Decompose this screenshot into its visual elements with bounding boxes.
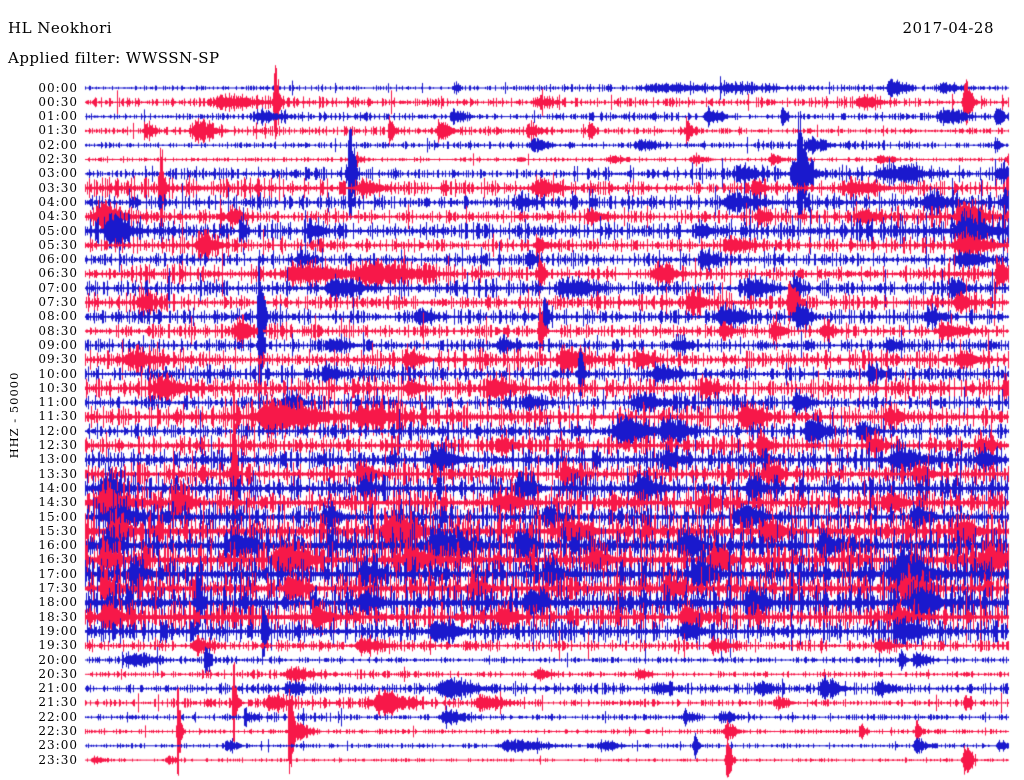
time-label: 15:30 (38, 523, 78, 538)
time-label: 19:30 (38, 638, 78, 653)
time-label: 21:00 (38, 681, 78, 696)
time-label: 08:30 (38, 323, 78, 338)
time-label: 03:00 (38, 166, 78, 181)
time-label: 05:00 (38, 223, 78, 238)
time-label: 02:30 (38, 152, 78, 166)
time-label: 07:00 (38, 280, 78, 295)
time-axis: 00:00 00:30 01:00 01:30 02:00 02:30 03:00 03:30… (0, 0, 79, 780)
time-label: 07:30 (38, 295, 78, 309)
time-label: 18:00 (38, 595, 78, 610)
time-label: 19:00 (38, 623, 78, 638)
time-label: 13:30 (38, 466, 78, 481)
time-label: 08:00 (38, 309, 78, 324)
time-label: 09:30 (38, 352, 78, 367)
time-label: 13:00 (38, 452, 78, 467)
time-label: 09:00 (38, 337, 78, 352)
time-label: 04:00 (38, 194, 78, 209)
time-label: 16:30 (38, 552, 78, 567)
time-label: 16:00 (38, 538, 78, 553)
time-label: 17:30 (38, 581, 78, 595)
time-label: 00:30 (38, 94, 78, 109)
time-label: 14:30 (38, 495, 78, 510)
time-label: 17:00 (38, 566, 78, 581)
time-label: 04:30 (38, 209, 78, 224)
time-label: 20:30 (38, 666, 78, 681)
time-label: 10:00 (38, 366, 78, 381)
time-label: 20:00 (38, 652, 78, 667)
time-label: 05:30 (38, 237, 78, 252)
time-label: 22:30 (38, 724, 78, 738)
time-label: 01:30 (38, 123, 78, 138)
date-label: 2017-04-28 (902, 19, 994, 37)
time-label: 14:00 (38, 480, 78, 495)
time-label: 12:00 (38, 423, 78, 438)
time-label: 00:00 (38, 80, 78, 95)
time-label: 23:30 (38, 752, 78, 767)
station-title: HL Neokhori (8, 19, 113, 37)
time-label: 23:00 (38, 738, 78, 753)
time-label: 21:30 (38, 695, 78, 710)
time-label: 01:00 (38, 109, 78, 124)
time-label: 03:30 (38, 180, 78, 195)
time-label: 18:30 (38, 609, 78, 624)
time-label: 02:00 (38, 137, 78, 152)
time-label: 12:30 (38, 438, 78, 452)
time-label: 11:30 (38, 409, 78, 424)
filter-label: Applied filter: WWSSN-SP (8, 49, 220, 67)
time-label: 06:30 (38, 266, 78, 281)
time-label: 22:00 (38, 709, 78, 724)
time-label: 11:00 (38, 395, 78, 410)
time-label: 06:00 (38, 252, 78, 267)
time-label: 10:30 (38, 380, 78, 395)
time-label: 15:00 (38, 509, 78, 524)
